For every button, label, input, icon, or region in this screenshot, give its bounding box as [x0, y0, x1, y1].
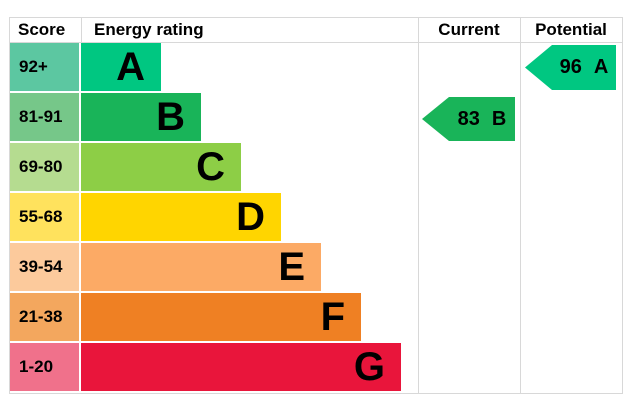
rating-letter-f: F	[320, 295, 345, 339]
potential-column-divider	[520, 18, 521, 393]
band-row-a: 92+ A	[10, 43, 622, 93]
score-range-f: 21-38	[10, 293, 79, 341]
score-range-b: 81-91	[10, 93, 79, 141]
score-range-a: 92+	[10, 43, 79, 91]
current-column-header: Current	[438, 20, 500, 39]
band-row-b: 81-91 B	[10, 93, 622, 143]
rating-bar-a: A	[81, 43, 161, 91]
band-row-c: 69-80 C	[10, 143, 622, 193]
rating-bar-d: D	[81, 193, 281, 241]
epc-rating-chart: Score Energy rating Current Potential 92…	[9, 17, 623, 394]
current-rating-letter: B	[491, 107, 507, 130]
rating-letter-b: B	[156, 95, 185, 139]
rating-bar-e: E	[81, 243, 321, 291]
energy-rating-column-header: Energy rating	[94, 20, 204, 39]
header-row: Score Energy rating Current Potential	[10, 18, 622, 43]
band-row-d: 55-68 D	[10, 193, 622, 243]
rating-letter-g: G	[353, 345, 385, 389]
score-column-header: Score	[18, 20, 66, 39]
rating-bands: 92+ A 81-91 B 69-80 C 55-68 D 39-54	[10, 43, 622, 393]
potential-column-header: Potential	[535, 20, 607, 39]
band-row-e: 39-54 E	[10, 243, 622, 293]
score-range-c: 69-80	[10, 143, 79, 191]
score-range-d: 55-68	[10, 193, 79, 241]
potential-rating-value: 96	[559, 56, 582, 78]
score-range-g: 1-20	[10, 343, 79, 391]
score-rating-divider	[81, 18, 82, 42]
band-row-f: 21-38 F	[10, 293, 622, 343]
rating-letter-e: E	[278, 245, 305, 289]
rating-bar-f: F	[81, 293, 361, 341]
current-rating-value: 83	[457, 107, 480, 130]
rating-bar-c: C	[81, 143, 241, 191]
rating-letter-d: D	[236, 195, 265, 239]
rating-letter-a: A	[116, 45, 145, 89]
rating-bar-b: B	[81, 93, 201, 141]
rating-bar-g: G	[81, 343, 401, 391]
current-column-divider	[418, 18, 419, 393]
band-row-g: 1-20 G	[10, 343, 622, 393]
rating-letter-c: C	[196, 145, 225, 189]
potential-rating-letter: A	[593, 56, 609, 78]
score-range-e: 39-54	[10, 243, 79, 291]
